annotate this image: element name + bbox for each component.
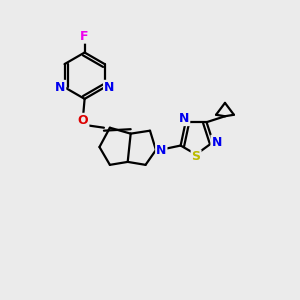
Text: F: F (80, 30, 89, 43)
Text: O: O (78, 114, 88, 127)
Text: N: N (179, 112, 189, 125)
Text: N: N (212, 136, 222, 148)
Text: N: N (156, 143, 166, 157)
Text: N: N (104, 81, 114, 94)
Text: N: N (55, 81, 65, 94)
Text: S: S (192, 150, 201, 163)
